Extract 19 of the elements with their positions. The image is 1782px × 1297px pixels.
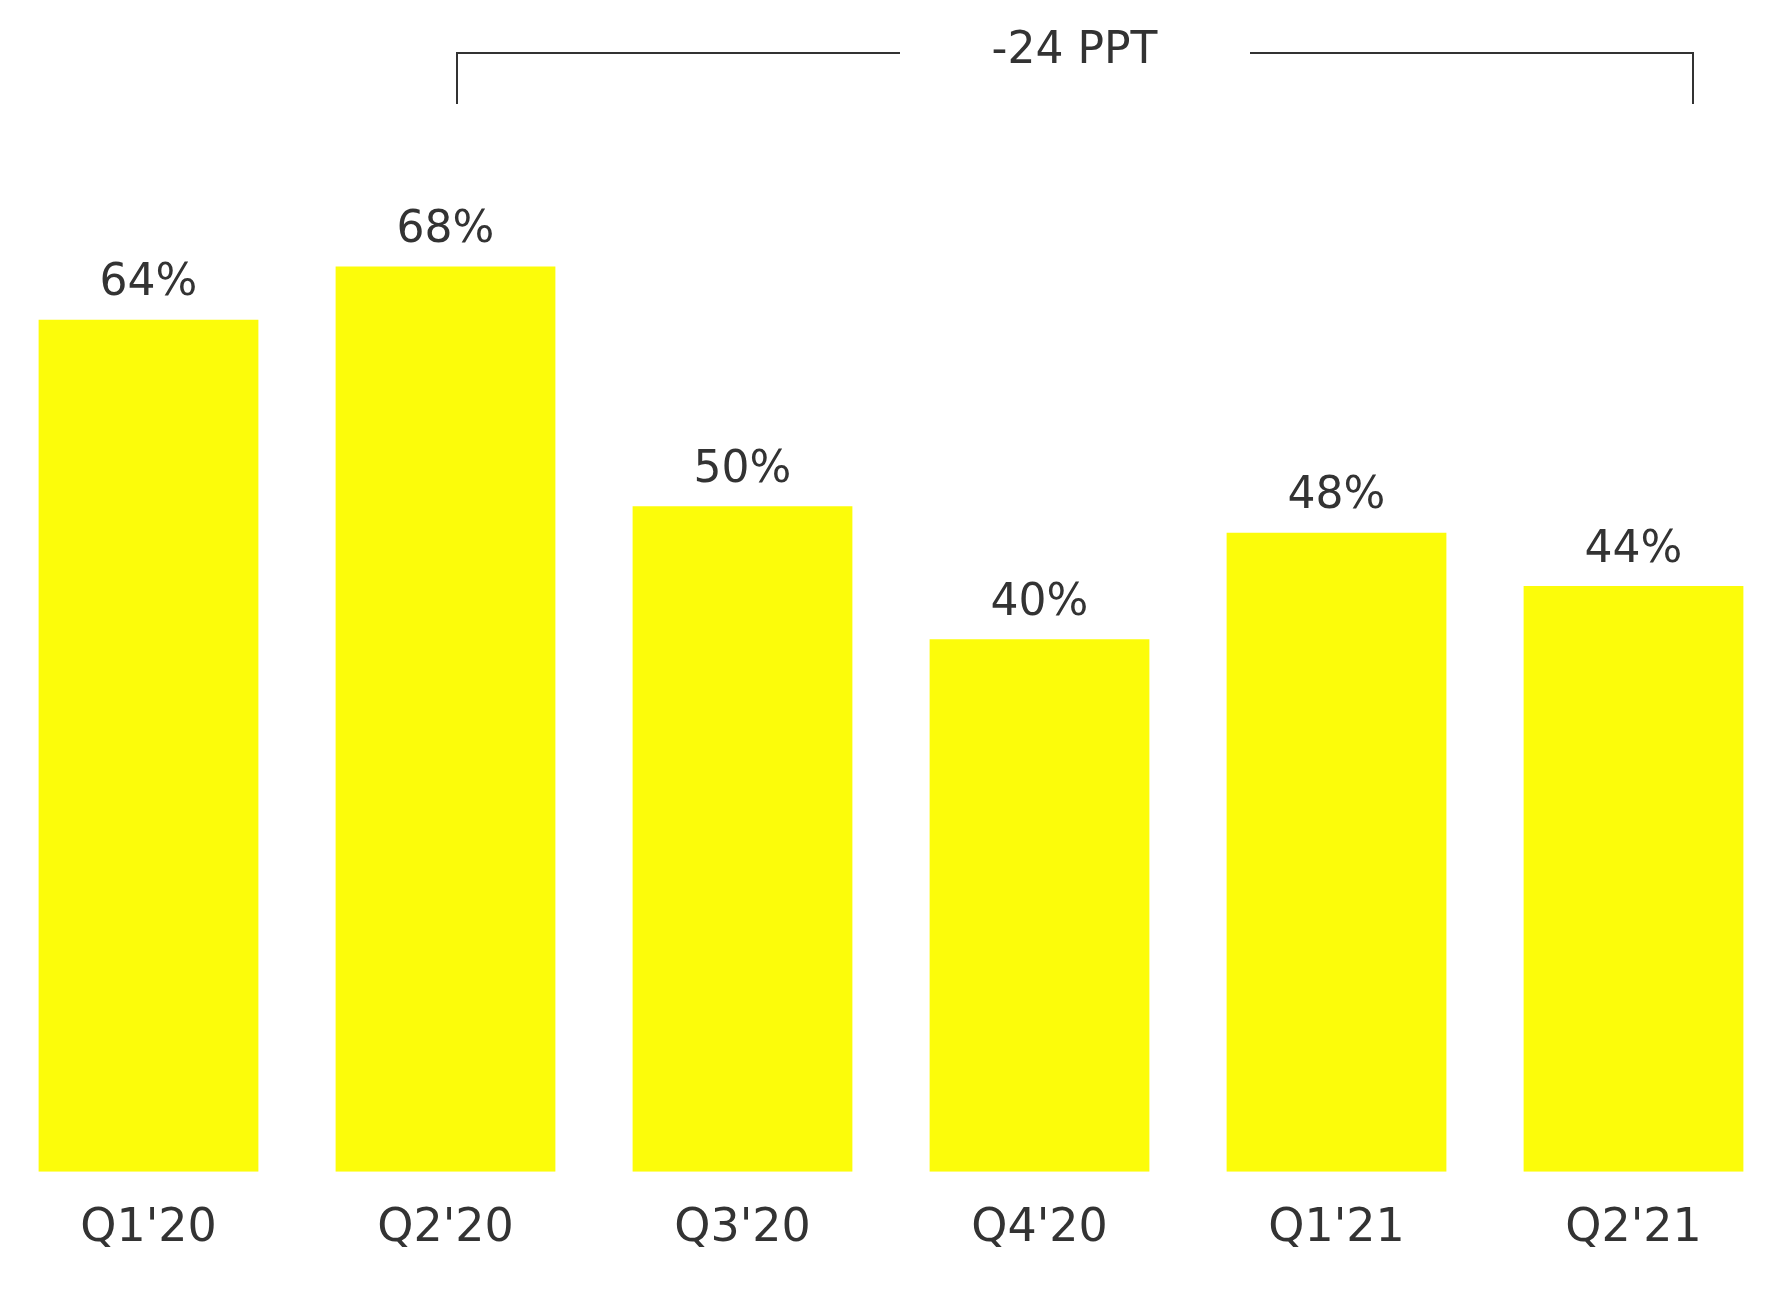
x-tick-label: Q1'21 xyxy=(1268,1198,1405,1253)
bar xyxy=(929,639,1150,1172)
data-label: 50% xyxy=(693,440,792,492)
data-label: 48% xyxy=(1287,467,1386,519)
text: -24 PPT xyxy=(991,22,1158,73)
bar xyxy=(335,266,556,1172)
x-tick-label: Q4'20 xyxy=(971,1198,1108,1253)
data-label: 64% xyxy=(99,254,198,306)
x-tick-label: Q1'20 xyxy=(80,1198,217,1253)
data-label: 40% xyxy=(990,573,1089,625)
data-label: 44% xyxy=(1584,520,1683,572)
bar xyxy=(38,319,259,1172)
x-tick-label: Q2'21 xyxy=(1565,1198,1702,1253)
x-tick-label: Q3'20 xyxy=(674,1198,811,1253)
bar xyxy=(1226,532,1447,1172)
data-label: 68% xyxy=(396,201,495,253)
bar xyxy=(632,506,853,1172)
x-tick-label: Q2'20 xyxy=(377,1198,514,1253)
bar xyxy=(1523,586,1744,1172)
